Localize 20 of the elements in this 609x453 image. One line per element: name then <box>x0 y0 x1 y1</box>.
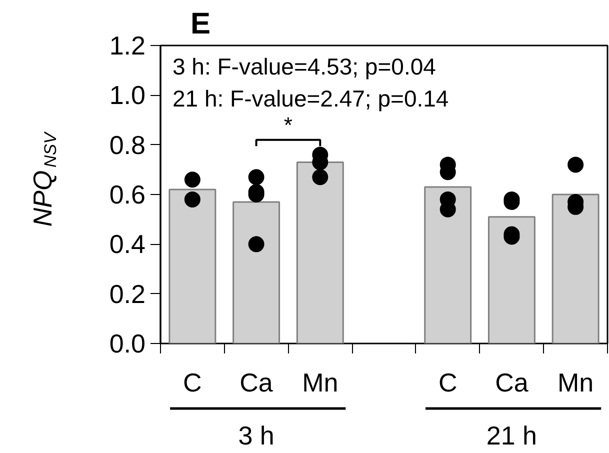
y-tick-label: 0.0 <box>109 328 146 358</box>
x-tick-label: Ca <box>240 368 274 398</box>
annotation: * <box>284 112 293 138</box>
y-tick-label: 0.6 <box>109 180 146 210</box>
text: 21 h <box>486 420 538 451</box>
y-tick-label: 1.2 <box>109 30 146 60</box>
y-axis-title: NPQNSV <box>28 130 60 227</box>
chart-title: E <box>190 8 211 40</box>
y-tick-label: 0.2 <box>109 278 146 309</box>
x-tick-label: C <box>438 368 458 398</box>
x-tick-label: Mn <box>558 368 594 398</box>
y-tick-label: 0.8 <box>109 130 146 160</box>
x-tick-label: Mn <box>302 368 338 398</box>
y-tick-label: 1.0 <box>109 80 146 110</box>
y-tick-label: 0.4 <box>109 229 146 260</box>
text: 3 h <box>238 420 274 451</box>
annotation: 3 h: F-value=4.53; p=0.04 <box>172 54 436 80</box>
annotation: 21 h: F-value=2.47; p=0.14 <box>172 86 449 112</box>
x-tick-label: Ca <box>495 368 529 398</box>
x-tick-label: C <box>183 368 202 398</box>
